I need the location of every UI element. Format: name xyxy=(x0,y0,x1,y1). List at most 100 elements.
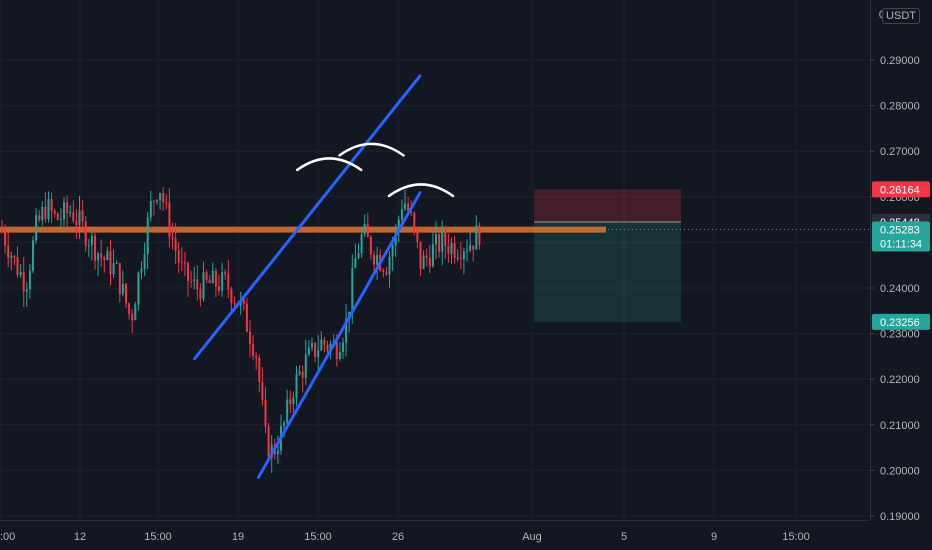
candle-body xyxy=(152,201,155,203)
time-axis-background xyxy=(0,520,870,550)
candle-body xyxy=(462,251,465,260)
candle-body xyxy=(255,355,258,358)
candle-body xyxy=(193,279,196,282)
last-price-badge[interactable] xyxy=(872,221,930,252)
head-arc[interactable] xyxy=(338,142,405,157)
time-tick-label: 15:00 xyxy=(782,531,810,543)
right-shoulder-arc[interactable] xyxy=(387,183,455,198)
price-axis-background xyxy=(870,0,932,550)
price-tick-label: 0.22000 xyxy=(880,374,920,386)
candle-body xyxy=(252,343,255,356)
candle-body xyxy=(342,342,344,352)
candle-body xyxy=(360,234,363,254)
price-tick-label: 0.29000 xyxy=(880,55,920,67)
candle-body xyxy=(211,270,214,284)
time-tick-label: 15:00 xyxy=(304,531,332,543)
candle-body xyxy=(292,397,295,404)
candle-body xyxy=(78,210,81,225)
candle-body xyxy=(289,399,292,404)
countdown-text: 01:11:34 xyxy=(880,238,922,250)
take-profit-badge[interactable] xyxy=(872,313,930,330)
time-tick-label: :00 xyxy=(0,531,15,543)
candle-body xyxy=(447,246,450,254)
candle-body xyxy=(242,299,245,304)
currency-label[interactable]: USDT xyxy=(882,8,920,24)
candle-body xyxy=(444,231,447,247)
candle-body xyxy=(425,255,428,258)
candle-body xyxy=(171,236,174,239)
candle-body xyxy=(22,271,25,292)
candle-body xyxy=(221,272,224,291)
candle-body xyxy=(156,200,158,202)
candle-body xyxy=(75,221,78,225)
candle-body xyxy=(59,219,62,221)
candle-body xyxy=(146,217,149,255)
price-tick-label: 0.27000 xyxy=(880,146,920,158)
candle-body xyxy=(140,268,143,273)
time-tick-label: 9 xyxy=(711,531,717,543)
candle-body xyxy=(422,255,425,269)
candle-body xyxy=(180,261,183,263)
candle-body xyxy=(4,231,7,246)
candle-body xyxy=(106,251,109,260)
candle-body xyxy=(100,253,103,258)
candle-body xyxy=(301,371,304,378)
candle-body xyxy=(137,272,140,305)
candle-body xyxy=(472,245,475,250)
candle-body xyxy=(47,198,50,219)
candle-body xyxy=(7,245,10,258)
candle-body xyxy=(298,371,301,375)
candle-body xyxy=(307,347,310,355)
horizontal-level-line[interactable] xyxy=(0,226,606,233)
left-shoulder-arc[interactable] xyxy=(295,157,363,172)
candle-body xyxy=(32,240,34,271)
candle-body xyxy=(416,228,419,242)
candle-body xyxy=(44,206,47,219)
candle-body xyxy=(162,193,165,203)
candle-body xyxy=(351,267,354,312)
candle-body xyxy=(177,250,180,262)
candle-body xyxy=(233,303,236,305)
candle-body xyxy=(16,257,19,276)
candle-body xyxy=(373,254,375,265)
candle-body xyxy=(218,286,220,291)
stop-loss-badge[interactable] xyxy=(872,181,930,198)
resistance-level-band[interactable] xyxy=(0,226,606,233)
candle-body xyxy=(438,234,441,252)
candle-body xyxy=(28,270,31,290)
short-position-tool[interactable] xyxy=(534,189,681,322)
candle-body xyxy=(314,343,317,357)
price-tick-label: 0.24000 xyxy=(880,283,920,295)
price-tick-label: 0.20000 xyxy=(880,465,920,477)
candle-body xyxy=(407,203,410,212)
candle-body xyxy=(323,339,326,345)
candle-body xyxy=(363,224,366,235)
time-tick-label: 15:00 xyxy=(144,531,172,543)
channel-line-2[interactable] xyxy=(257,191,422,479)
candle-body xyxy=(196,279,199,290)
take-profit-zone[interactable] xyxy=(534,221,681,322)
candle-body xyxy=(190,281,193,283)
candle-body xyxy=(419,241,422,269)
take-profit-badge-text: 0.23256 xyxy=(880,317,920,329)
channel-line-1[interactable] xyxy=(193,74,422,361)
time-axis[interactable]: :00 12 15:00 19 15:00 26 Aug 5 9 15:00 xyxy=(0,520,870,550)
candle-body xyxy=(208,279,211,284)
time-tick-label: 12 xyxy=(74,531,86,543)
candle-body xyxy=(382,270,385,273)
candle-body xyxy=(81,210,84,222)
candle-body xyxy=(366,224,369,238)
candle-body xyxy=(400,209,403,220)
candle-body xyxy=(354,258,357,268)
candle-body xyxy=(112,263,115,275)
candle-body xyxy=(94,235,96,261)
candle-body xyxy=(335,342,338,360)
candle-body xyxy=(413,212,416,229)
price-axis[interactable]: 0.290000.280000.270000.260000.240000.230… xyxy=(870,0,932,550)
candle-body xyxy=(338,351,341,360)
drawing-tools[interactable] xyxy=(193,74,455,479)
candle-body xyxy=(205,272,208,280)
candle-body xyxy=(264,399,267,427)
stop-loss-zone[interactable] xyxy=(534,189,681,222)
